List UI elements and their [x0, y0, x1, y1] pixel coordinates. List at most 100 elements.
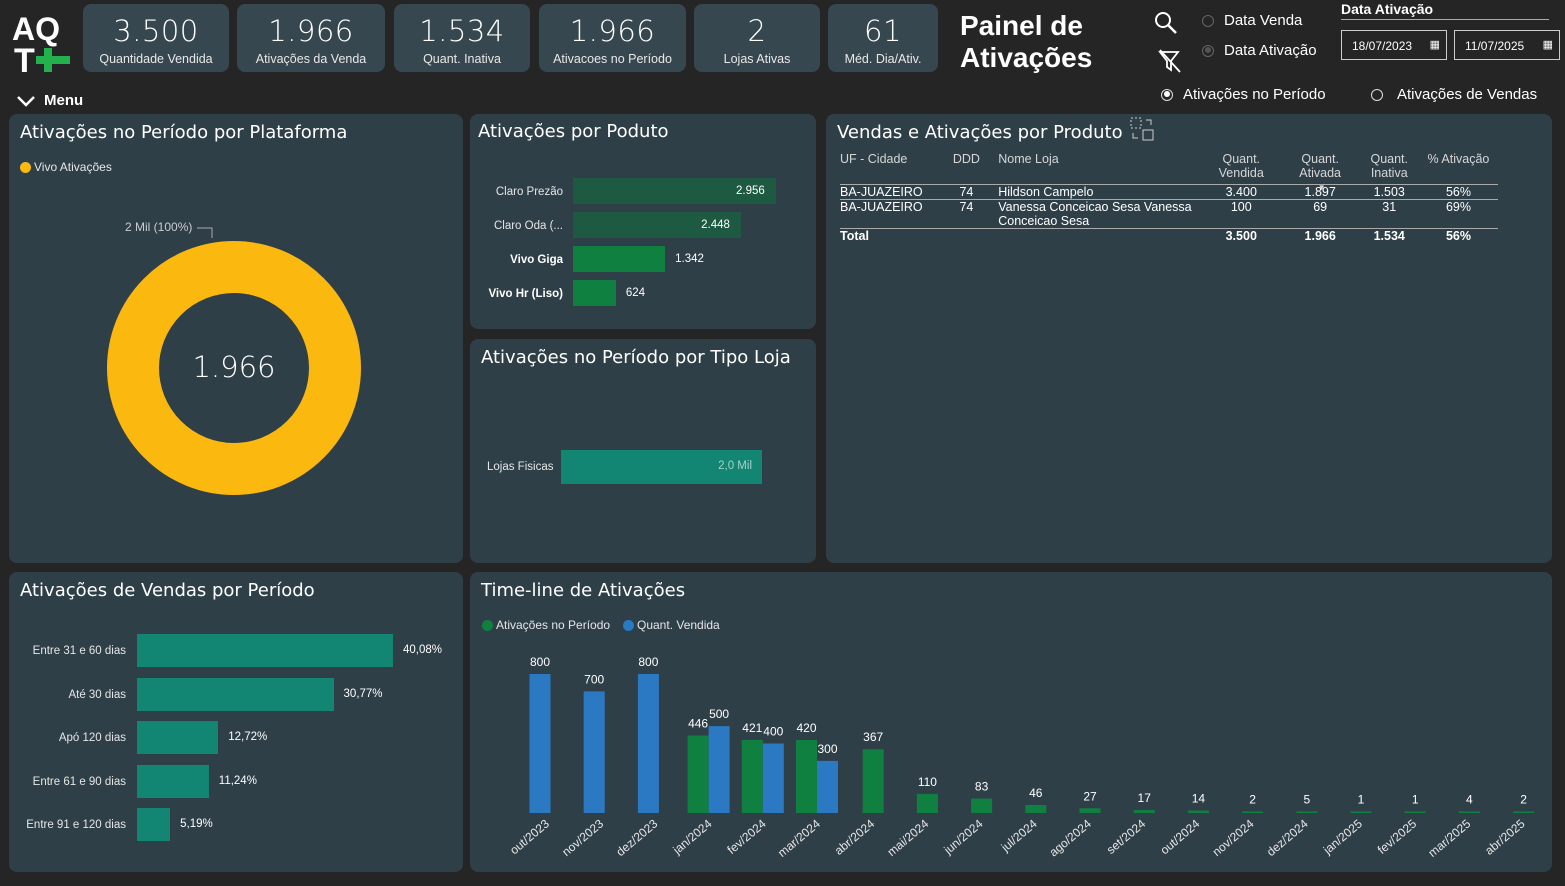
kpi-value: 1.534 [419, 14, 505, 48]
radio-data-ativacao[interactable]: Data Ativação [1202, 42, 1317, 59]
radio-circle[interactable] [1202, 14, 1214, 27]
x-tick-label: mar/2024 [775, 816, 823, 860]
bar-ativacoes[interactable] [687, 735, 709, 813]
bar-ativacoes[interactable] [796, 740, 817, 813]
bar-ativacoes[interactable] [862, 749, 884, 813]
menu-label: Menu [44, 92, 84, 109]
bar-ativacoes[interactable] [1133, 810, 1155, 813]
radio-label: Data Ativação [1224, 42, 1317, 59]
svg-text:T: T [14, 42, 35, 74]
legend-item[interactable]: Vivo Ativações [20, 160, 112, 174]
bar-vendida[interactable] [762, 743, 784, 814]
bar-vendida[interactable] [529, 674, 551, 813]
search-icon[interactable] [1153, 10, 1179, 36]
bar-ativacoes[interactable] [1458, 811, 1480, 814]
bar-label: Até 30 dias [68, 688, 126, 701]
legend-item-ativacoes[interactable]: Ativações no Período [482, 618, 610, 632]
x-tick-label: nov/2024 [1210, 816, 1257, 859]
menu-toggle[interactable]: Menu [16, 92, 83, 109]
col-header[interactable]: Nome Loja [998, 152, 1059, 166]
bar-ativacoes[interactable] [971, 798, 993, 813]
calendar-icon[interactable]: ▦ [1429, 39, 1440, 51]
clear-filter-icon[interactable] [1157, 48, 1183, 74]
bar-ativacoes[interactable] [1025, 805, 1047, 813]
cell: 100 [1230, 199, 1252, 214]
col-header[interactable]: UF - Cidade [840, 152, 908, 166]
bar-lojas-fisicas[interactable]: 2,0 Mil [561, 450, 762, 484]
date-start-input[interactable]: 18/07/2023 ▦ [1341, 30, 1447, 60]
bar-ativacoes[interactable] [741, 739, 763, 813]
table-header-row: UF - Cidade DDD Nome Loja Quant. Vendida… [840, 152, 1498, 192]
kpi-ativacoes-venda: 1.966 Ativações da Venda [237, 4, 385, 72]
cell: 3.400 [1225, 184, 1257, 199]
sort-desc-icon: ▼ [1317, 182, 1326, 192]
bar[interactable] [137, 677, 334, 711]
cell: 69% [1445, 199, 1471, 214]
col-header[interactable]: % Ativação [1427, 152, 1490, 166]
panel-title: Ativações por Poduto [478, 121, 669, 142]
bar-vendida[interactable] [817, 760, 838, 813]
table-row[interactable]: BA-JUAZEIRO 74 Hildson Campelo 3.400 1.8… [840, 184, 1498, 199]
data-label: 700 [584, 672, 604, 686]
panel-title: Ativações no Período por Plataforma [20, 122, 348, 143]
panel-tipo-loja: Ativações no Período por Tipo Loja Lojas… [470, 339, 816, 563]
date-start-value: 18/07/2023 [1352, 39, 1413, 53]
legend-dot [482, 619, 493, 631]
radio-circle[interactable] [1161, 88, 1173, 101]
panel-produto: Ativações por Poduto Claro Prezão 2.956 Cl… [470, 114, 816, 329]
bar-ativacoes[interactable] [1296, 811, 1318, 814]
bar-vendida[interactable] [583, 691, 605, 813]
donut-chart[interactable] [9, 204, 463, 524]
cell: 1.534 [1373, 228, 1405, 243]
bar-vendida[interactable] [637, 674, 659, 813]
data-label: 110 [918, 775, 937, 789]
date-end-input[interactable]: 11/07/2025 ▦ [1454, 30, 1560, 60]
bar-ativacoes[interactable] [1404, 811, 1426, 814]
bar[interactable] [573, 178, 776, 204]
radio-ativacoes-vendas[interactable]: Ativações de Vendas [1371, 86, 1537, 103]
radio-circle[interactable] [1371, 88, 1383, 101]
donut-slice-vivo[interactable] [107, 241, 361, 495]
panel-tabela: Vendas e Ativações por Produto UF - Cida… [826, 114, 1552, 563]
bar[interactable] [137, 808, 171, 841]
cell: Total [840, 228, 869, 243]
legend-item-vendida[interactable]: Quant. Vendida [623, 618, 720, 632]
bar-ativacoes[interactable] [1079, 808, 1101, 813]
switch-visual-icon[interactable] [1129, 116, 1155, 142]
radio-label: Ativações de Vendas [1397, 86, 1538, 103]
data-label: 1 [1358, 793, 1365, 807]
page-title-line1: Painel de [960, 10, 1083, 41]
bar-label: Vivo Giga [510, 254, 563, 266]
radio-circle[interactable] [1202, 44, 1214, 57]
bar-ativacoes[interactable] [916, 793, 938, 813]
bar[interactable] [137, 764, 209, 798]
bar-ativacoes[interactable] [1513, 811, 1535, 814]
col-header-sorted[interactable]: Quant. Ativada ▼ [1281, 152, 1360, 192]
radio-ativacoes-periodo[interactable]: Ativações no Período [1161, 86, 1326, 103]
table-row[interactable]: BA-JUAZEIRO 74 Vanessa Conceicao Sesa Va… [840, 199, 1498, 228]
bar[interactable] [573, 212, 742, 238]
bar-ativacoes[interactable] [1242, 811, 1264, 814]
bar-ativacoes[interactable] [1350, 811, 1372, 814]
radio-data-venda[interactable]: Data Venda [1202, 12, 1302, 29]
bar-ativacoes[interactable] [1187, 810, 1209, 813]
bar-value: 5,19% [180, 818, 213, 830]
panel-timeline: Time-line de Ativações Ativações no Perí… [470, 572, 1552, 872]
bar-vendida[interactable] [708, 726, 730, 813]
data-label: 421 [742, 721, 762, 735]
calendar-icon[interactable]: ▦ [1542, 39, 1553, 51]
cell: Vanessa Conceicao Sesa Vanessa Conceicao… [998, 199, 1192, 228]
col-header[interactable]: Quant. Inativa [1370, 152, 1408, 180]
bar-value: 2.448 [701, 219, 730, 231]
legend-label: Ativações no Período [496, 618, 611, 632]
bar[interactable] [573, 280, 616, 306]
page-title: Painel de Ativações [960, 10, 1092, 74]
cell: BA-JUAZEIRO [840, 184, 923, 199]
bar[interactable] [573, 246, 666, 272]
bar[interactable] [137, 721, 219, 754]
bar[interactable] [137, 634, 393, 667]
col-header[interactable]: Quant. Vendida [1218, 152, 1264, 180]
col-header[interactable]: DDD [952, 152, 980, 166]
legend-dot [623, 619, 634, 631]
legend-dot [20, 161, 31, 173]
